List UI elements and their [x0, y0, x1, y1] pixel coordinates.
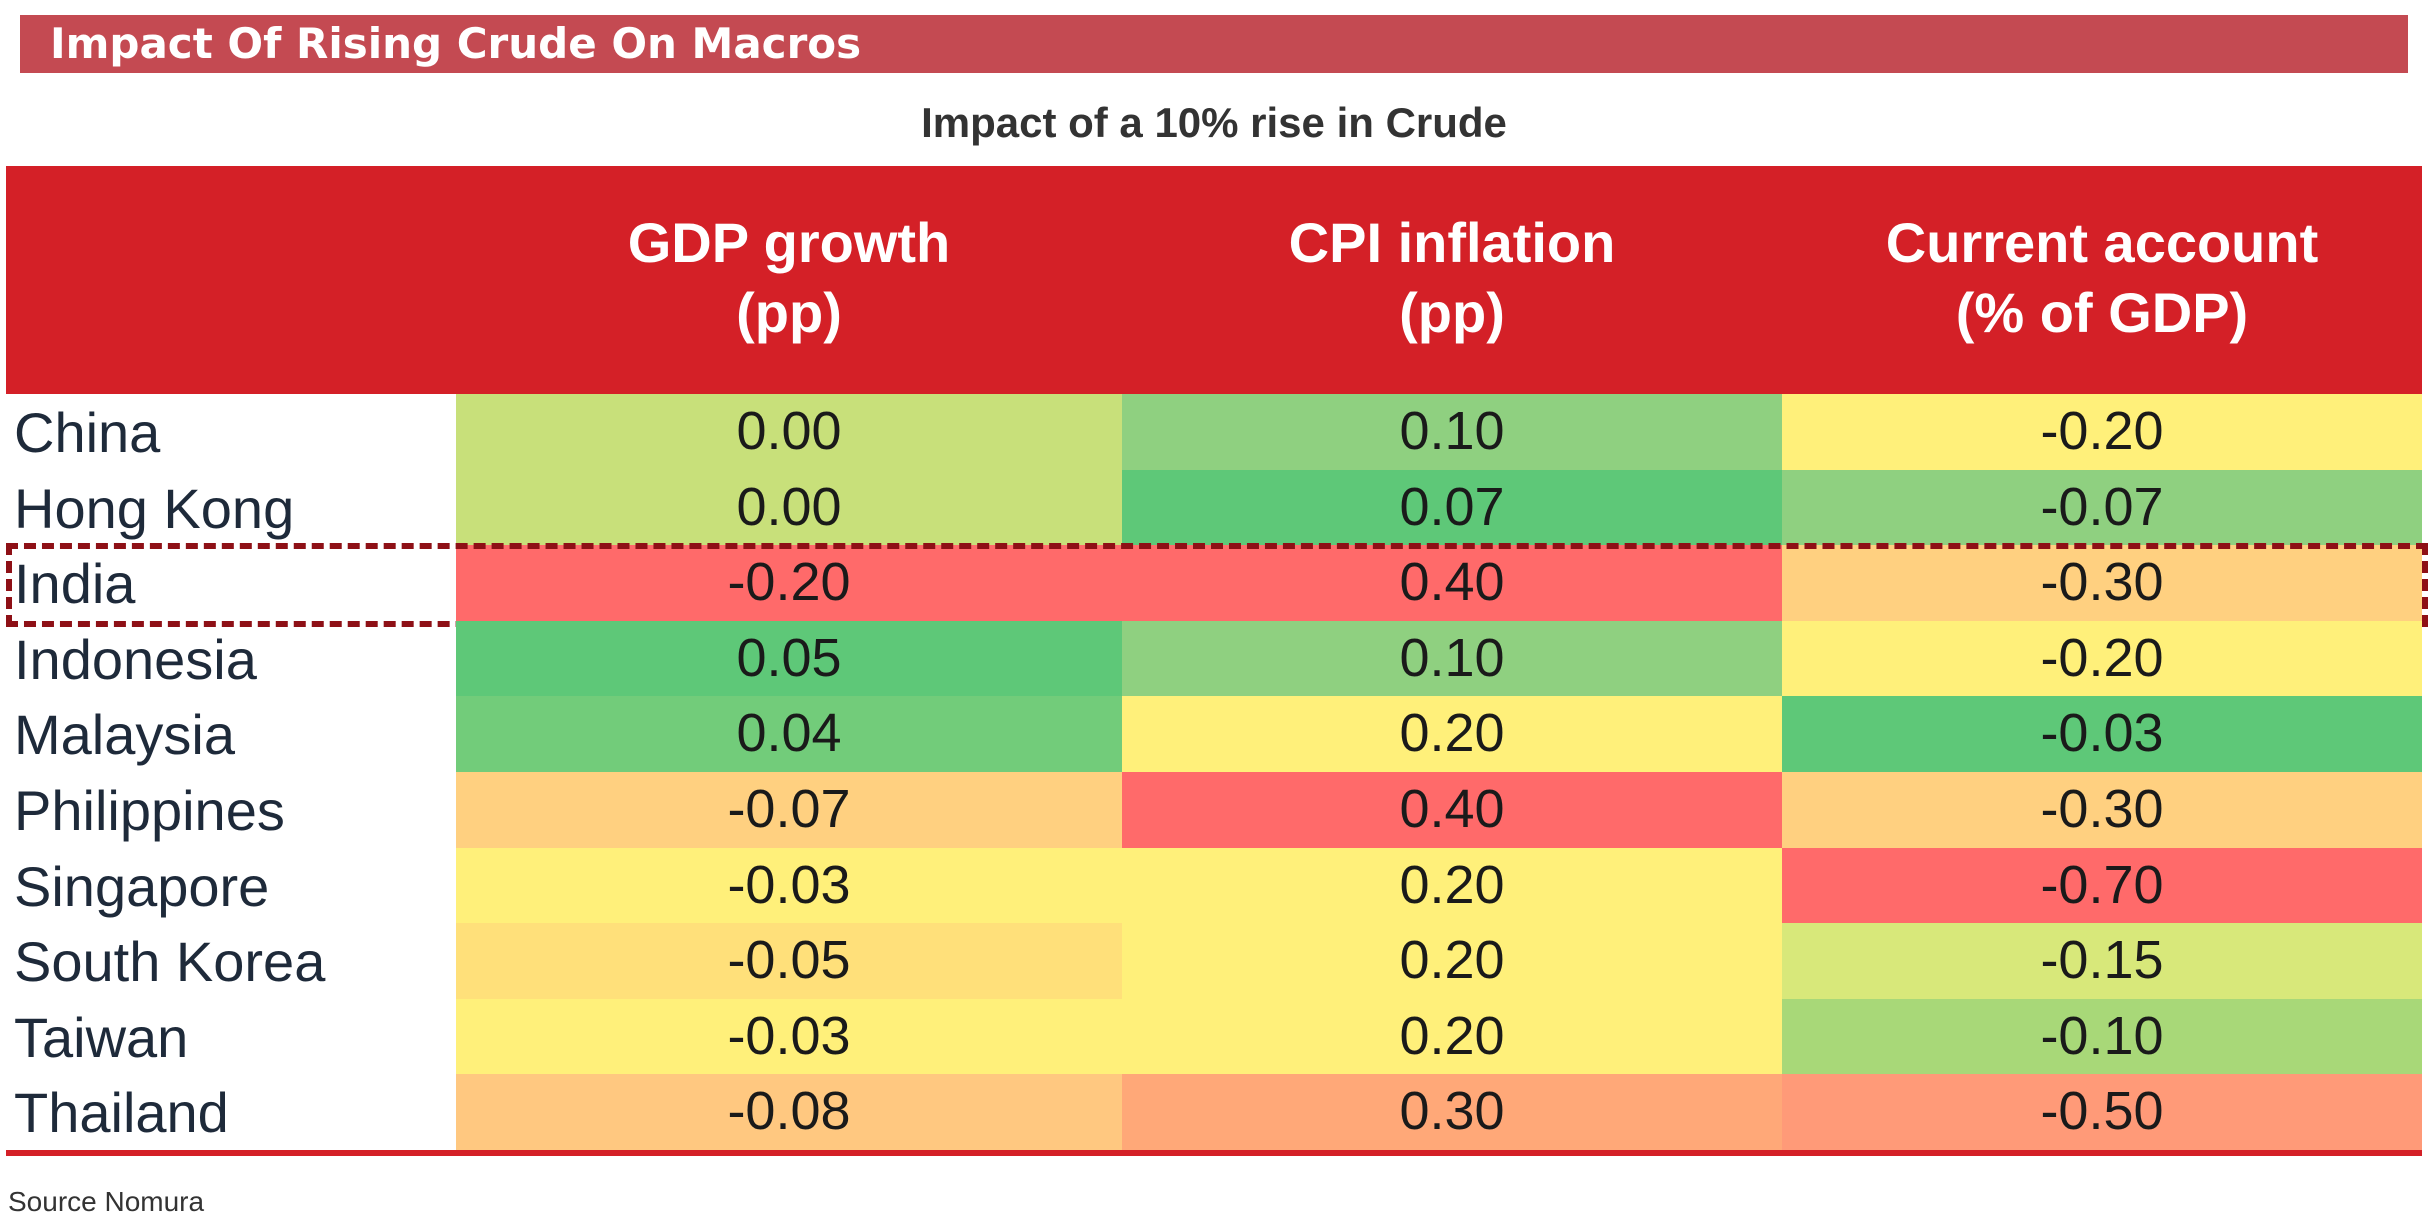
source-note: Source Nomura — [8, 1186, 205, 1217]
table-cell: -0.30 — [1782, 772, 2422, 848]
row-label: Philippines — [14, 779, 285, 842]
table-cell: -0.20 — [1782, 620, 2422, 697]
table-cell: 0.30 — [1122, 1074, 1782, 1151]
column-header-2: Current account (% of GDP) — [1782, 208, 2422, 358]
table-title: Impact of a 10% rise in Crude — [921, 99, 1507, 146]
table-cell: -0.10 — [1782, 998, 2422, 1075]
table-cell: -0.50 — [1782, 1074, 2422, 1151]
row-label: Hong Kong — [14, 476, 295, 540]
table-cell: -0.70 — [1782, 847, 2422, 924]
table-cell: 0.20 — [1122, 696, 1782, 773]
table-cell: 0.05 — [456, 620, 1122, 697]
table-cell: -0.07 — [1782, 469, 2422, 546]
table-cell: -0.05 — [456, 923, 1122, 1000]
table-cell: -0.03 — [1782, 696, 2422, 773]
table-cell: -0.20 — [456, 545, 1122, 622]
column-header-line2: (pp) — [736, 281, 842, 344]
row-label: India — [14, 552, 136, 616]
column-header-line2: (pp) — [1399, 281, 1505, 344]
row-label: Taiwan — [14, 1005, 189, 1069]
column-header-line1: GDP growth — [627, 211, 951, 274]
table-cell: 0.07 — [1122, 469, 1782, 546]
table-cell: -0.20 — [1782, 394, 2422, 470]
column-header-line2: (% of GDP) — [1955, 281, 2249, 344]
row-label: China — [14, 401, 161, 464]
column-header-0: GDP growth (pp) — [456, 208, 1122, 358]
table-cell: 0.20 — [1122, 998, 1782, 1075]
table-cell: 0.10 — [1122, 620, 1782, 697]
table-cell: -0.15 — [1782, 923, 2422, 1000]
table-cell: -0.03 — [456, 847, 1122, 924]
table-header — [6, 166, 2422, 394]
row-label: Thailand — [14, 1081, 229, 1145]
table-cell: 0.00 — [456, 394, 1122, 470]
table-cell: 0.00 — [456, 469, 1122, 546]
table-bottom-rule — [6, 1150, 2422, 1156]
table-cell: -0.07 — [456, 772, 1122, 848]
row-label: Singapore — [14, 854, 270, 918]
impact-table: GDP growth (pp) CPI inflation (pp) Current a… — [6, 166, 2428, 1156]
table-cell: 0.20 — [1122, 923, 1782, 1000]
table-cell: -0.08 — [456, 1074, 1122, 1151]
table-cell: -0.03 — [456, 998, 1122, 1075]
column-header-1: CPI inflation (pp) — [1122, 208, 1782, 358]
row-label: Indonesia — [14, 627, 257, 691]
table-cell: 0.10 — [1122, 394, 1782, 470]
row-label: Malaysia — [14, 703, 235, 767]
banner-title: Impact Of Rising Crude On Macros — [20, 15, 2408, 73]
table-cell: -0.30 — [1782, 545, 2422, 622]
table-cell: 0.04 — [456, 696, 1122, 773]
table-cell: 0.40 — [1122, 545, 1782, 622]
column-header-line1: Current account — [1885, 211, 2319, 274]
column-header-line1: CPI inflation — [1288, 211, 1616, 274]
row-label: South Korea — [14, 930, 326, 994]
table-cell: 0.40 — [1122, 772, 1782, 848]
table-cell: 0.20 — [1122, 847, 1782, 924]
